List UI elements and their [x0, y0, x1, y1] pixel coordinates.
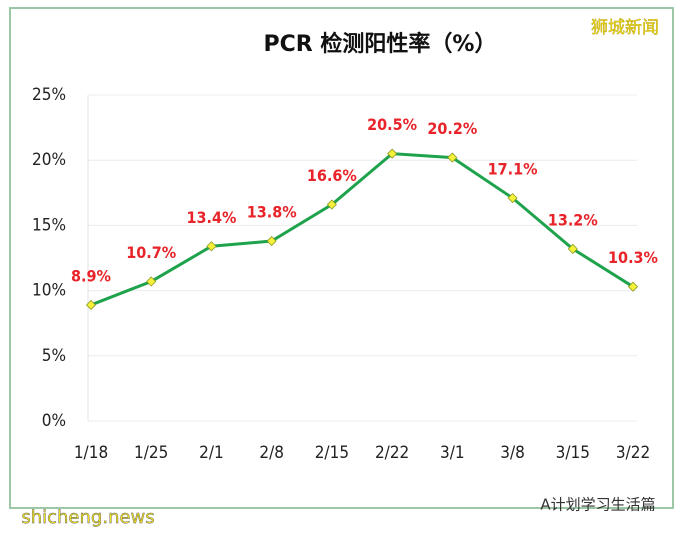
- watermark: A计划学习生活篇: [540, 496, 655, 514]
- marker: [146, 276, 157, 287]
- x-tick-label: 2/1: [199, 443, 224, 463]
- marker: [266, 235, 277, 247]
- data-label: 13.8%: [247, 203, 297, 222]
- marker: [326, 199, 337, 210]
- y-tick-label: 25%: [32, 85, 66, 105]
- data-label: 13.2%: [548, 210, 598, 229]
- y-tick-label: 15%: [32, 215, 66, 235]
- marker: [447, 152, 458, 163]
- chart-frame: [9, 7, 674, 509]
- marker: [567, 243, 578, 254]
- marker: [387, 148, 398, 159]
- watermark: 狮城新闻: [591, 18, 659, 38]
- line: [90, 152, 634, 307]
- x-tick-label: 2/22: [375, 443, 409, 463]
- watermark: shicheng.news: [21, 507, 154, 528]
- y-tick-label: 10%: [32, 281, 66, 301]
- x-tick-label: 3/15: [556, 443, 590, 463]
- data-label: 8.9%: [71, 266, 111, 285]
- marker: [85, 299, 97, 311]
- x-tick-label: 3/8: [500, 443, 525, 463]
- marker: [206, 241, 217, 252]
- x-tick-label: 2/15: [315, 443, 349, 463]
- data-label: 20.2%: [427, 119, 477, 138]
- data-label: 13.4%: [186, 208, 236, 227]
- x-tick-label: 3/1: [440, 443, 465, 463]
- data-label: 16.6%: [307, 166, 357, 185]
- x-tick-label: 2/8: [259, 443, 284, 463]
- x-tick-label: 3/22: [616, 443, 650, 463]
- y-tick-label: 0%: [42, 411, 66, 431]
- data-label: 20.5%: [367, 115, 417, 134]
- x-tick-label: 1/18: [74, 443, 108, 463]
- data-label: 10.7%: [126, 243, 176, 262]
- data-label: 17.1%: [488, 160, 538, 179]
- plot-area: 0% 5% 10% 15% 20% 25% 1/18 1/25 2/1 2/8 2/15 2/22 3/…: [32, 85, 658, 463]
- x-tick-label: 1/25: [134, 443, 168, 463]
- marker: [627, 281, 639, 292]
- data-label: 10.3%: [608, 248, 658, 267]
- y-tick-label: 5%: [42, 346, 66, 366]
- marker: [507, 192, 518, 204]
- y-tick-label: 20%: [32, 150, 66, 170]
- chart-title: PCR 检测阳性率（%）: [264, 31, 497, 57]
